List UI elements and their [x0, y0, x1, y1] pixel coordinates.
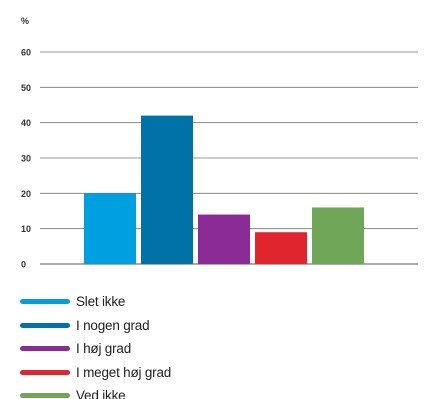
- legend-label: I nogen grad: [76, 317, 150, 333]
- bar-1: [84, 193, 136, 264]
- bar-chart: % 0 10 20 30 40 50 60: [21, 16, 418, 270]
- legend-label: Ved ikke: [76, 388, 126, 399]
- y-tick-label: 50: [21, 83, 31, 93]
- bar-3: [198, 214, 250, 264]
- legend-item: I høj grad: [20, 337, 420, 361]
- legend-label: I meget høj grad: [76, 364, 172, 380]
- y-tick-label: 0: [21, 260, 26, 270]
- y-tick-label: 10: [21, 224, 31, 234]
- y-tick-label: 20: [21, 189, 31, 199]
- chart-area: % 0 10 20 30 40 50 60: [21, 16, 418, 270]
- legend-swatch: [20, 299, 70, 305]
- bar-5: [312, 207, 364, 264]
- legend-item: Ved ikke: [20, 384, 420, 399]
- legend-item: I nogen grad: [20, 314, 420, 338]
- legend-swatch: [20, 322, 70, 328]
- y-axis-unit-label: %: [21, 16, 29, 26]
- y-tick-label: 40: [21, 118, 31, 128]
- legend-swatch: [20, 346, 70, 352]
- y-axis-ticks: 0 10 20 30 40 50 60: [21, 48, 31, 270]
- bar-2: [141, 115, 193, 264]
- legend-item: I meget høj grad: [20, 361, 420, 385]
- legend-swatch: [20, 369, 70, 375]
- legend-swatch: [20, 393, 70, 399]
- y-tick-label: 30: [21, 154, 31, 164]
- legend-label: Slet ikke: [76, 294, 126, 310]
- bar-4: [255, 232, 307, 264]
- bars: [84, 115, 364, 264]
- y-tick-label: 60: [21, 48, 31, 58]
- legend-label: I høj grad: [76, 341, 132, 357]
- legend: Slet ikke I nogen grad I høj grad I meget h…: [20, 290, 420, 399]
- legend-item: Slet ikke: [20, 290, 420, 314]
